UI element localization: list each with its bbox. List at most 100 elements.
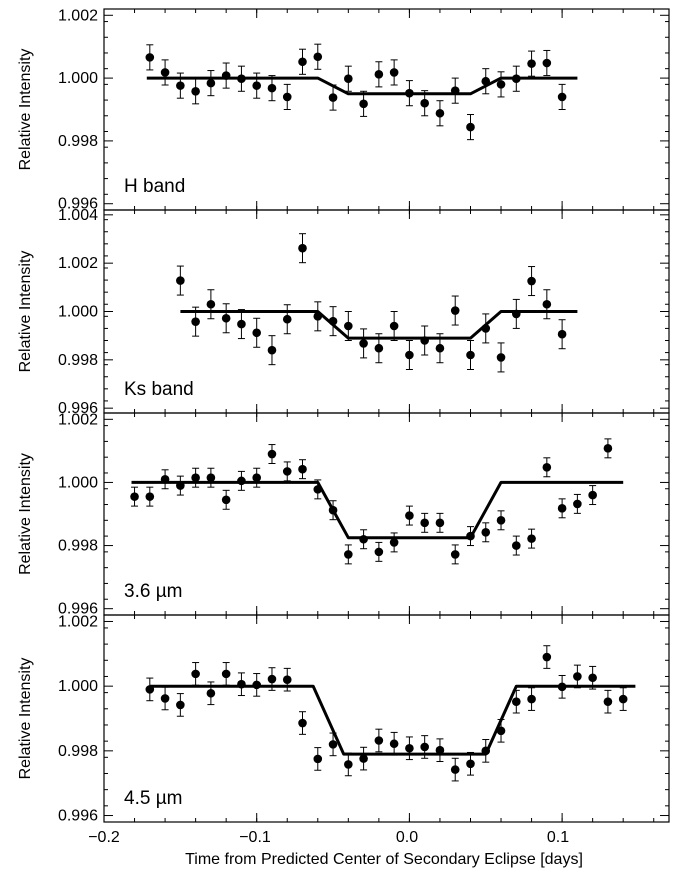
data-point: [359, 529, 368, 550]
data-point: [435, 100, 445, 127]
data-point: [237, 470, 246, 491]
data-point: [374, 333, 384, 364]
data-point: [221, 303, 231, 334]
panel-label: 4.5 µm: [124, 788, 182, 809]
data-marker: [557, 329, 567, 339]
y-tick-label: 0.996: [58, 400, 98, 417]
data-marker: [191, 473, 200, 483]
data-marker: [328, 505, 338, 515]
data-marker: [481, 324, 491, 333]
data-point: [359, 746, 368, 771]
data-point: [252, 467, 262, 488]
data-marker: [359, 754, 368, 763]
panel-frame: [103, 614, 670, 823]
data-marker: [160, 68, 170, 77]
data-marker: [389, 68, 399, 77]
data-marker: [527, 694, 536, 704]
data-marker: [374, 547, 384, 557]
data-point: [282, 83, 292, 110]
data-point: [267, 444, 277, 464]
data-point: [527, 266, 536, 297]
data-marker: [359, 339, 368, 348]
data-point: [328, 306, 338, 337]
data-marker: [389, 739, 399, 749]
data-marker: [145, 492, 155, 501]
y-tick-label: 0.998: [58, 133, 98, 150]
x-tick-label-3: 0.1: [547, 829, 569, 846]
y-tick-label: 1.000: [58, 70, 98, 87]
data-point: [191, 662, 200, 686]
data-marker: [435, 518, 445, 528]
data-point: [313, 301, 323, 332]
data-marker: [573, 672, 582, 681]
data-marker: [542, 462, 552, 472]
data-marker: [344, 74, 353, 84]
data-marker: [252, 473, 262, 483]
data-marker: [527, 276, 536, 286]
data-marker: [389, 321, 399, 331]
data-marker: [221, 313, 231, 323]
data-point: [481, 68, 491, 95]
data-marker: [511, 74, 521, 84]
data-point: [298, 48, 307, 75]
data-point: [496, 510, 506, 531]
data-marker: [282, 314, 292, 324]
data-marker: [435, 108, 445, 118]
data-marker: [176, 481, 185, 490]
data-point: [374, 728, 384, 753]
data-marker: [252, 81, 262, 90]
data-marker: [496, 80, 506, 89]
data-marker: [435, 745, 445, 755]
data-marker: [145, 685, 155, 694]
y-tick-label: 1.000: [58, 304, 98, 321]
data-point: [145, 486, 155, 507]
data-point: [130, 486, 139, 507]
data-point: [405, 505, 414, 526]
data-point: [374, 541, 384, 562]
data-marker: [237, 679, 246, 689]
data-point: [252, 673, 262, 697]
data-point: [450, 295, 460, 326]
data-point: [160, 59, 170, 86]
y-axis-label: Relative Intensity: [17, 453, 34, 575]
data-marker: [298, 57, 307, 67]
data-point: [527, 528, 536, 549]
data-marker: [344, 550, 353, 559]
data-point: [573, 664, 582, 689]
data-marker: [237, 74, 246, 84]
data-marker: [511, 541, 521, 550]
data-marker: [389, 538, 399, 547]
data-marker: [359, 99, 368, 109]
data-marker: [496, 353, 506, 362]
data-point: [496, 71, 506, 98]
data-point: [191, 467, 200, 488]
data-marker: [298, 243, 307, 253]
data-point: [405, 340, 414, 370]
data-point: [603, 689, 613, 714]
data-point: [588, 665, 597, 690]
data-marker: [527, 59, 536, 68]
y-tick-label: 0.996: [58, 808, 98, 825]
data-point: [450, 77, 460, 104]
data-point: [145, 44, 155, 71]
data-marker: [237, 476, 246, 486]
panel-frame: [103, 8, 670, 211]
data-marker: [313, 52, 323, 62]
panel-0: 0.996 0.998 1.000 1.002 Relative Intensity H …: [17, 7, 670, 213]
data-marker: [313, 312, 323, 321]
data-point: [389, 59, 399, 86]
data-point: [282, 667, 292, 692]
data-marker: [176, 276, 185, 285]
data-marker: [359, 534, 368, 544]
data-marker: [603, 444, 613, 453]
data-marker: [252, 328, 262, 338]
panel-label: H band: [124, 176, 185, 197]
data-point: [511, 689, 521, 714]
model-curve: [149, 684, 636, 756]
data-point: [481, 313, 491, 344]
data-marker: [405, 511, 414, 520]
data-marker: [267, 674, 277, 684]
data-marker: [405, 88, 414, 98]
data-point: [557, 498, 567, 519]
data-point: [405, 736, 414, 761]
